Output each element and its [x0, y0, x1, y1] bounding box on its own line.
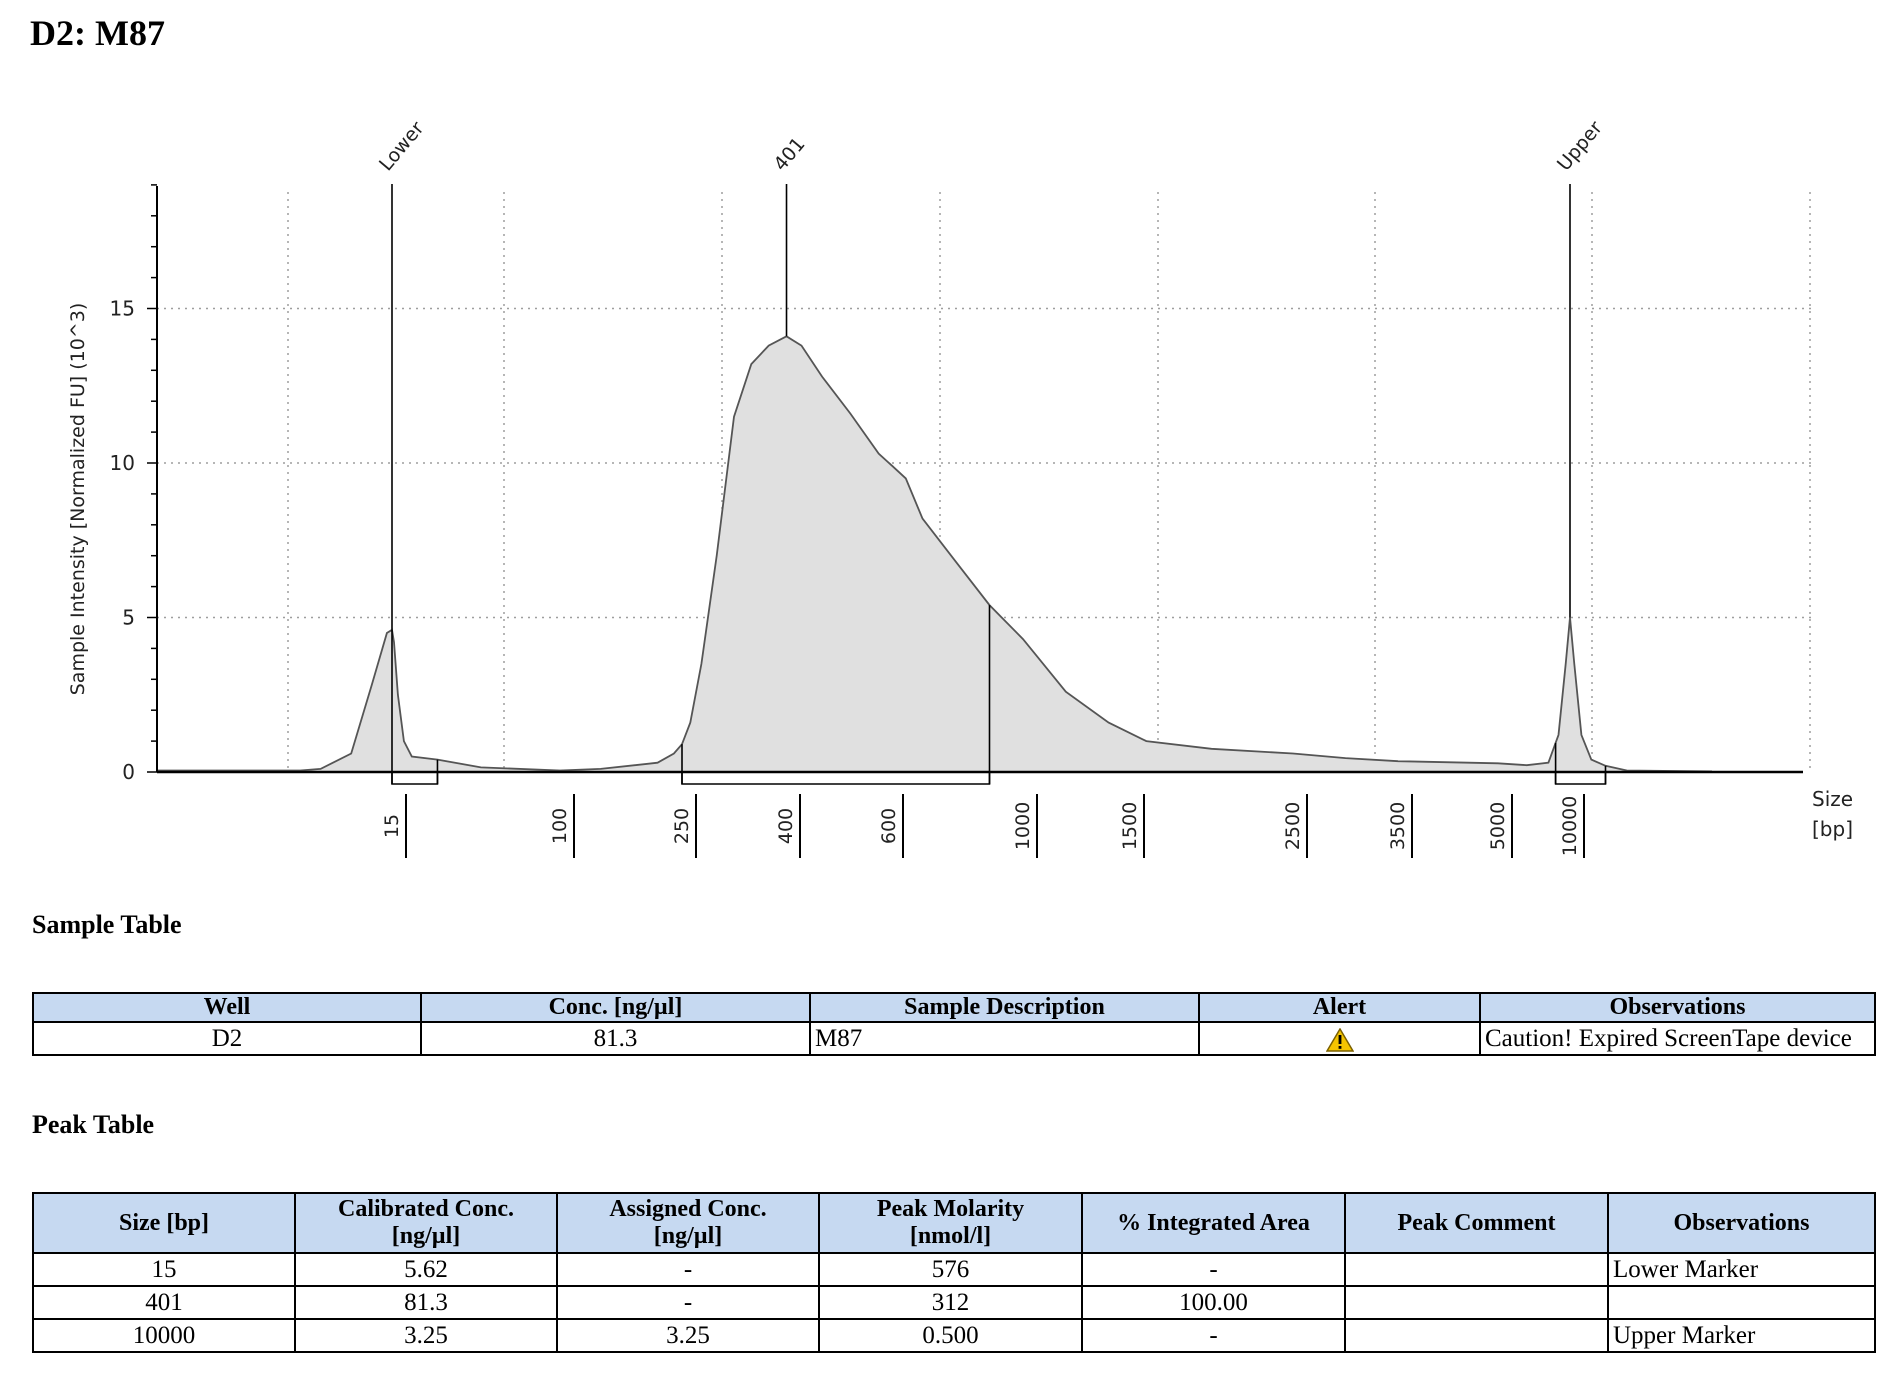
- warning-icon: [1325, 1028, 1354, 1053]
- peak-table-title: Peak Table: [32, 1110, 155, 1139]
- cell-peak-comment: [1344, 1318, 1609, 1353]
- cell-calibrated-conc: 3.25: [294, 1318, 558, 1353]
- sample-table-header-row: Well Conc. [ng/µl] Sample Description Al…: [32, 992, 1876, 1023]
- header-assigned-conc: Assigned Conc. [ng/µl]: [556, 1192, 820, 1254]
- header-peak-comment: Peak Comment: [1344, 1192, 1609, 1254]
- cell-conc: 81.3: [420, 1021, 811, 1056]
- peak-table: Size [bp] Calibrated Conc. [ng/µl] Assign…: [32, 1192, 1876, 1353]
- header-assigned-conc-line1: Assigned Conc.: [609, 1196, 767, 1222]
- peak-table-header-row: Size [bp] Calibrated Conc. [ng/µl] Assign…: [32, 1192, 1876, 1254]
- cell-assigned-conc: -: [556, 1252, 820, 1287]
- header-calibrated-conc-line2: [ng/µl]: [391, 1223, 461, 1249]
- x-axis-label: [bp]: [1812, 817, 1853, 841]
- y-tick-label: 0: [122, 760, 135, 784]
- x-tick-label: 1500: [1119, 802, 1141, 850]
- region-bracket: [391, 772, 439, 785]
- header-peak-observations: Observations: [1607, 1192, 1876, 1254]
- x-tick-label: 2500: [1282, 802, 1304, 850]
- x-tick-label: 1000: [1012, 802, 1034, 850]
- cell-peak-comment: [1344, 1285, 1609, 1320]
- header-peak-molarity-line1: Peak Molarity: [876, 1196, 1025, 1222]
- cell-assigned-conc: -: [556, 1285, 820, 1320]
- sample-table: Well Conc. [ng/µl] Sample Description Al…: [32, 992, 1876, 1056]
- cell-peak-comment: [1344, 1252, 1609, 1287]
- y-tick-label: 5: [122, 606, 135, 630]
- peak-label: 401: [769, 133, 809, 175]
- table-row: D2 81.3 M87 Caution! Expired ScreenTape …: [32, 1021, 1876, 1056]
- header-calibrated-conc-line1: Calibrated Conc.: [338, 1196, 514, 1222]
- y-tick-label: 15: [110, 297, 135, 321]
- x-tick-label: 15: [381, 814, 403, 838]
- header-size: Size [bp]: [32, 1192, 296, 1254]
- x-tick-label: 250: [671, 808, 693, 844]
- header-alert: Alert: [1198, 992, 1481, 1023]
- cell-size: 10000: [32, 1318, 296, 1353]
- x-tick-label: 10000: [1559, 796, 1581, 856]
- header-peak-molarity-line2: [nmol/l]: [909, 1223, 992, 1249]
- trace-area: [158, 336, 1712, 772]
- trace-line: [158, 335, 1713, 773]
- cell-calibrated-conc: 5.62: [294, 1252, 558, 1287]
- x-tick-label: 3500: [1387, 802, 1409, 850]
- y-axis-label: Sample Intensity [Normalized FU] (10^3): [67, 303, 89, 696]
- cell-well: D2: [32, 1021, 422, 1056]
- cell-peak-molarity: 576: [818, 1252, 1083, 1287]
- header-observations: Observations: [1479, 992, 1876, 1023]
- peak-label: Upper: [1553, 117, 1607, 175]
- cell-integrated-area: -: [1081, 1252, 1346, 1287]
- x-axis-label: Size: [1812, 787, 1853, 811]
- cell-peak-molarity: 0.500: [818, 1318, 1083, 1353]
- header-peak-observations-line1: Observations: [1673, 1209, 1810, 1236]
- cell-peak-molarity: 312: [818, 1285, 1083, 1320]
- header-conc: Conc. [ng/µl]: [420, 992, 811, 1023]
- cell-observations: Caution! Expired ScreenTape device: [1479, 1021, 1876, 1056]
- table-row: 401 81.3 - 312 100.00: [32, 1285, 1876, 1320]
- header-size-line1: Size [bp]: [119, 1209, 209, 1236]
- region-bracket: [1554, 772, 1607, 785]
- cell-size: 401: [32, 1285, 296, 1320]
- x-tick-label: 5000: [1487, 802, 1509, 850]
- x-tick-label: 100: [549, 808, 571, 844]
- header-integrated-area-line1: % Integrated Area: [1117, 1209, 1310, 1236]
- cell-observations: Lower Marker: [1607, 1252, 1876, 1287]
- header-well: Well: [32, 992, 422, 1023]
- cell-size: 15: [32, 1252, 296, 1287]
- cell-assigned-conc: 3.25: [556, 1318, 820, 1353]
- cell-observations: Upper Marker: [1607, 1318, 1876, 1353]
- header-peak-molarity: Peak Molarity [nmol/l]: [818, 1192, 1083, 1254]
- table-row: 10000 3.25 3.25 0.500 - Upper Marker: [32, 1318, 1876, 1353]
- x-tick-label: 600: [878, 808, 900, 844]
- cell-integrated-area: 100.00: [1081, 1285, 1346, 1320]
- cell-observations: [1607, 1285, 1876, 1320]
- header-peak-comment-line1: Peak Comment: [1397, 1209, 1556, 1236]
- header-integrated-area: % Integrated Area: [1081, 1192, 1346, 1254]
- cell-sample-description: M87: [809, 1021, 1200, 1056]
- table-row: 15 5.62 - 576 - Lower Marker: [32, 1252, 1876, 1287]
- sample-table-title: Sample Table: [32, 910, 182, 939]
- region-bracket: [681, 772, 991, 785]
- header-assigned-conc-line2: [ng/µl]: [653, 1223, 723, 1249]
- cell-integrated-area: -: [1081, 1318, 1346, 1353]
- electropherogram-chart: 0 5 10 15 Sample Intensity [Normalized FU] (…: [67, 117, 1853, 858]
- header-sample-description: Sample Description: [809, 992, 1200, 1023]
- page-title: D2: M87: [30, 13, 165, 53]
- header-calibrated-conc: Calibrated Conc. [ng/µl]: [294, 1192, 558, 1254]
- cell-alert: [1198, 1021, 1481, 1056]
- x-tick-label: 400: [775, 808, 797, 844]
- cell-calibrated-conc: 81.3: [294, 1285, 558, 1320]
- peak-label: Lower: [375, 117, 429, 175]
- y-tick-label: 10: [110, 451, 135, 475]
